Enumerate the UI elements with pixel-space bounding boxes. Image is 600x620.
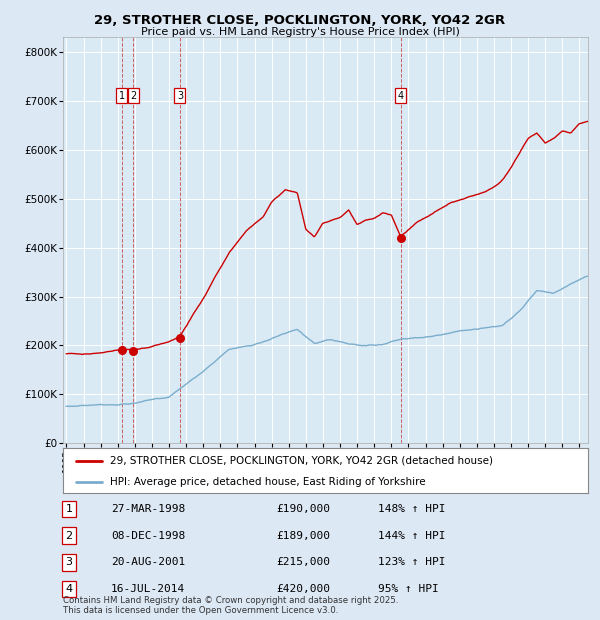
Text: Contains HM Land Registry data © Crown copyright and database right 2025.
This d: Contains HM Land Registry data © Crown c…	[63, 596, 398, 615]
Text: 2: 2	[65, 531, 73, 541]
Text: 16-JUL-2014: 16-JUL-2014	[111, 584, 185, 594]
Text: £190,000: £190,000	[276, 504, 330, 514]
Text: £420,000: £420,000	[276, 584, 330, 594]
Text: 20-AUG-2001: 20-AUG-2001	[111, 557, 185, 567]
Text: 08-DEC-1998: 08-DEC-1998	[111, 531, 185, 541]
Text: 144% ↑ HPI: 144% ↑ HPI	[378, 531, 445, 541]
Text: Price paid vs. HM Land Registry's House Price Index (HPI): Price paid vs. HM Land Registry's House …	[140, 27, 460, 37]
Text: HPI: Average price, detached house, East Riding of Yorkshire: HPI: Average price, detached house, East…	[110, 477, 426, 487]
Text: 1: 1	[119, 91, 125, 101]
Text: 3: 3	[177, 91, 183, 101]
Text: 29, STROTHER CLOSE, POCKLINGTON, YORK, YO42 2GR (detached house): 29, STROTHER CLOSE, POCKLINGTON, YORK, Y…	[110, 456, 493, 466]
Text: 148% ↑ HPI: 148% ↑ HPI	[378, 504, 445, 514]
Text: 4: 4	[65, 584, 73, 594]
Text: 29, STROTHER CLOSE, POCKLINGTON, YORK, YO42 2GR: 29, STROTHER CLOSE, POCKLINGTON, YORK, Y…	[94, 14, 506, 27]
Text: 95% ↑ HPI: 95% ↑ HPI	[378, 584, 439, 594]
Text: 123% ↑ HPI: 123% ↑ HPI	[378, 557, 445, 567]
Text: £215,000: £215,000	[276, 557, 330, 567]
Text: 2: 2	[130, 91, 137, 101]
Text: 4: 4	[398, 91, 404, 101]
Text: 1: 1	[65, 504, 73, 514]
Text: 3: 3	[65, 557, 73, 567]
Text: 27-MAR-1998: 27-MAR-1998	[111, 504, 185, 514]
Text: £189,000: £189,000	[276, 531, 330, 541]
